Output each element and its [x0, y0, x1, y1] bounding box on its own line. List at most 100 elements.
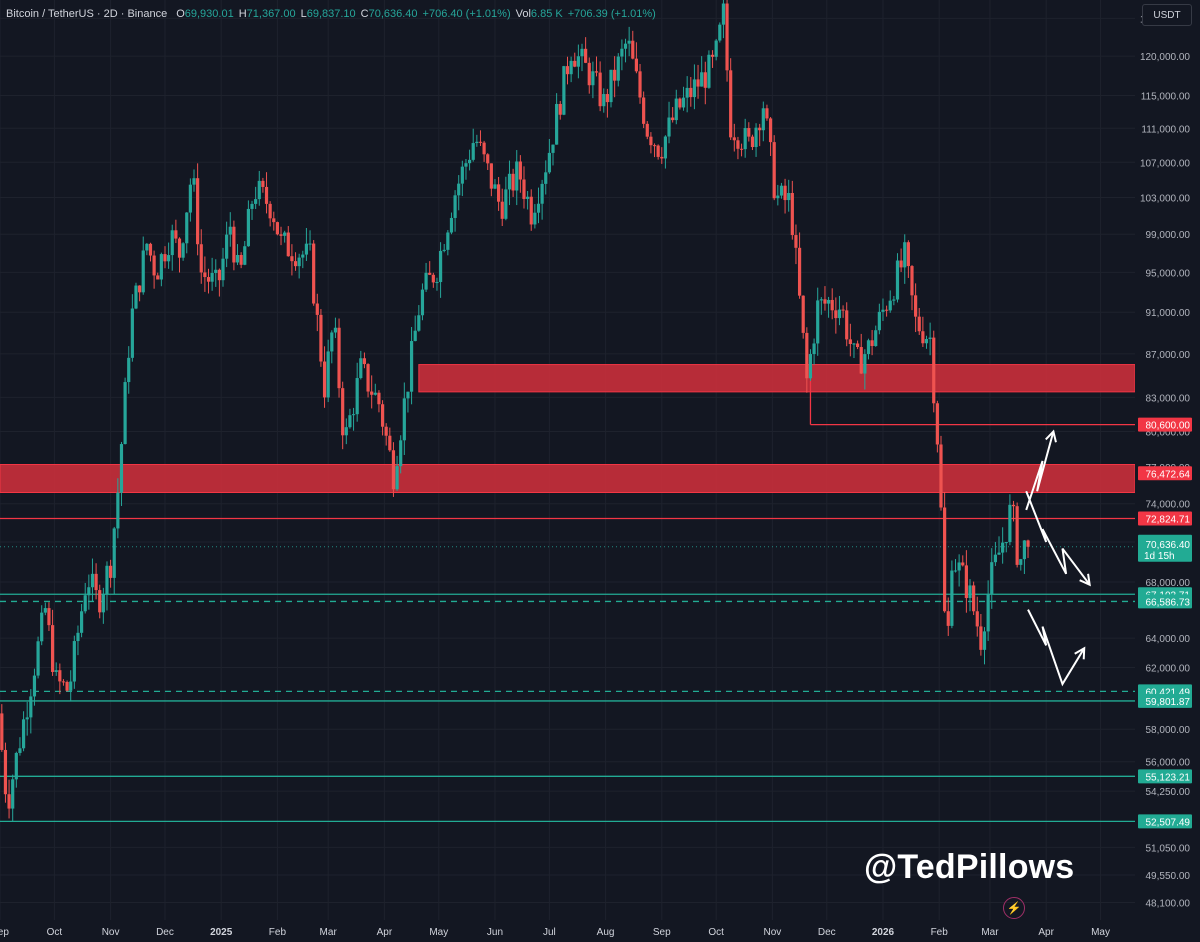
candle-up: [700, 72, 704, 87]
candle-down: [203, 272, 207, 278]
candle-down: [573, 60, 577, 67]
price-tick-label: 74,000.00: [1146, 500, 1191, 511]
candle-down: [631, 40, 635, 59]
candle-down: [794, 235, 798, 248]
candle-up: [101, 594, 105, 613]
candle-down: [1015, 506, 1019, 565]
candle-up: [504, 189, 508, 219]
candle-up: [344, 427, 348, 436]
level-price-label: 66,586.73: [1146, 597, 1191, 608]
projection-path: [1027, 609, 1086, 687]
time-tick-label: Nov: [763, 927, 781, 938]
candle-up: [188, 184, 192, 213]
candle-up: [888, 300, 892, 311]
projection-path: [1025, 490, 1091, 586]
candle-down: [312, 243, 316, 304]
price-axis: 125,000.00120,000.00115,000.00111,000.00…: [1135, 0, 1200, 942]
candle-down: [98, 590, 102, 613]
candle-down: [768, 118, 773, 143]
candle-up: [373, 392, 377, 395]
candle-up: [623, 43, 628, 49]
candle-up: [555, 103, 559, 145]
candle-down: [823, 299, 827, 304]
projection-arrows: [1025, 429, 1091, 687]
candle-up: [438, 250, 443, 283]
candle-down: [478, 141, 483, 143]
price-tick-label: 87,000.00: [1146, 350, 1191, 361]
candle-down: [649, 136, 653, 146]
time-tick-label: Oct: [47, 927, 63, 938]
candle-up: [348, 415, 352, 428]
candle-down: [750, 136, 755, 148]
candle-down: [391, 450, 396, 490]
candle-down: [1026, 540, 1030, 547]
candle-up: [787, 193, 791, 201]
resistance-zone: [418, 364, 1136, 393]
candle-down: [196, 178, 200, 245]
candle-down: [315, 303, 319, 315]
price-tick-label: 48,100.00: [1146, 899, 1191, 910]
candle-up: [986, 593, 990, 632]
candle-down: [830, 299, 834, 311]
candle-up: [355, 378, 359, 415]
candle-down: [642, 97, 646, 124]
candle-up: [29, 696, 33, 718]
symbol-title[interactable]: Bitcoin / TetherUS · 2D · Binance: [6, 8, 168, 20]
resistance-price-tag: [1138, 466, 1192, 481]
candle-down: [366, 364, 370, 392]
price-tick-label: 103,000.00: [1140, 194, 1190, 205]
currency-button[interactable]: USDT: [1142, 4, 1192, 26]
candle-down: [638, 71, 642, 98]
candle-up: [399, 440, 403, 467]
level-price-label: 76,472.64: [1146, 469, 1191, 480]
time-tick-label: Feb: [931, 927, 949, 938]
candle-up: [333, 327, 338, 333]
candle-up: [250, 203, 254, 209]
price-tick-label: 111,000.00: [1141, 124, 1190, 135]
candle-down: [645, 123, 649, 137]
time-axis-bg: [0, 920, 1200, 942]
candle-up: [254, 199, 258, 204]
candle-up: [43, 608, 47, 613]
candle-down: [932, 337, 936, 404]
candle-down: [739, 148, 744, 150]
candle-down: [177, 238, 182, 258]
candle-up: [602, 94, 606, 107]
price-tick-label: 49,550.00: [1146, 871, 1191, 882]
candle-down: [656, 145, 660, 157]
arrowhead-icon: [1079, 573, 1091, 587]
candle-up: [87, 587, 91, 596]
time-tick-label: Jul: [543, 927, 556, 938]
price-tick-label: 51,050.00: [1146, 843, 1191, 854]
candle-down: [899, 260, 903, 268]
level-price-label: 80,600.00: [1146, 421, 1191, 432]
candle-up: [609, 69, 613, 103]
candle-up: [243, 246, 247, 265]
candle-down: [239, 254, 243, 265]
time-tick-label: Sep: [653, 927, 671, 938]
candle-up: [134, 285, 138, 309]
candle-down: [264, 186, 269, 204]
candle-down: [148, 243, 153, 256]
candle-up: [40, 612, 44, 642]
candle-up: [54, 670, 58, 672]
candle-up: [533, 212, 537, 225]
candle-down: [736, 140, 740, 149]
time-tick-label: May: [429, 927, 448, 938]
candle-down: [613, 69, 617, 81]
candle-up: [36, 641, 40, 676]
candle-up: [718, 24, 722, 41]
candle-down: [47, 608, 51, 626]
candle-up: [141, 250, 145, 293]
candle-down: [138, 285, 142, 293]
candle-up: [235, 254, 240, 263]
candle-up: [417, 315, 421, 331]
candle-up: [221, 258, 225, 281]
candle-up: [754, 127, 758, 148]
candle-up: [21, 719, 26, 749]
candle-up: [11, 779, 15, 809]
candle-down: [696, 79, 700, 87]
candle-up: [685, 87, 689, 98]
candle-down: [341, 388, 345, 436]
